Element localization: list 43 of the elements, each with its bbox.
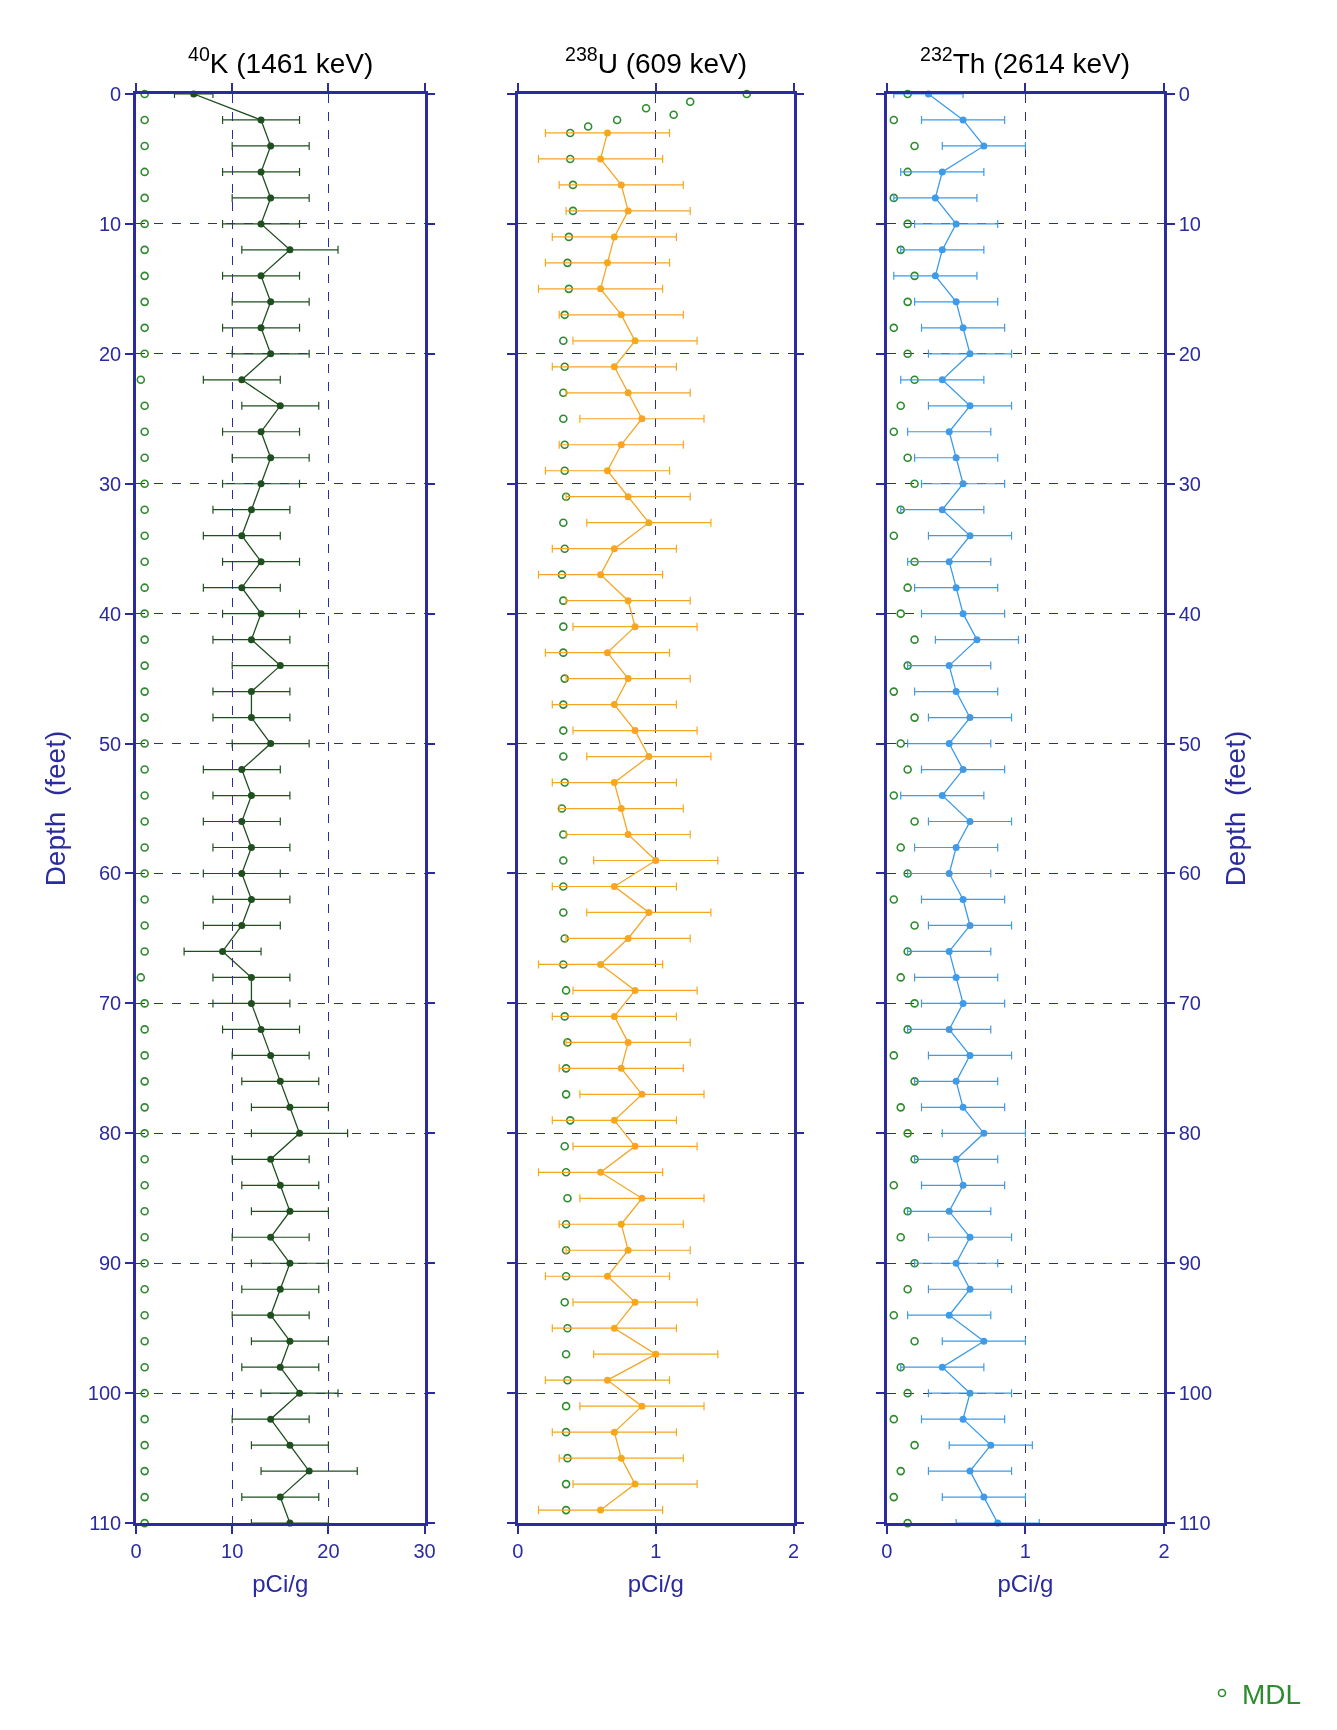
x-tick-label: 2 [788,1539,800,1562]
chart-title: $^{232}$Th (2614 keV) [920,43,1131,79]
x-tick-label: 1 [1019,1539,1031,1562]
y2-tick-label: 90 [1178,1252,1201,1275]
y2-tick-label: 30 [1178,472,1201,495]
y2-axis-title: Depth (feet) [1220,730,1252,887]
x-tick-label: 30 [413,1539,436,1562]
x-axis-title: pCi/g [997,1570,1054,1598]
x-tick-label: 0 [881,1539,893,1562]
legend-label: MDL [1242,1678,1302,1710]
y-tick-label: 90 [98,1252,122,1275]
x-tick-label: 0 [130,1539,142,1562]
y-tick-label: 100 [87,1382,122,1405]
x-tick-label: 0 [512,1539,524,1562]
chart-title: $^{238}$U (609 keV) [565,43,748,79]
y2-tick-label: 40 [1178,602,1201,625]
y-tick-label: 20 [98,342,122,365]
y-axis-title: Depth (feet) [39,730,71,887]
y2-tick-label: 50 [1178,732,1201,755]
x-tick-label: 20 [317,1539,340,1562]
y-tick-label: 50 [98,732,122,755]
y2-tick-label: 80 [1178,1122,1201,1145]
y-tick-label: 0 [110,82,122,105]
y-tick-label: 70 [98,992,122,1015]
y2-tick-label: 100 [1178,1382,1213,1405]
x-tick-label: 10 [221,1539,244,1562]
y-tick-label: 110 [89,1512,122,1535]
y-tick-label: 40 [98,602,122,625]
x-axis-title: pCi/g [627,1570,684,1598]
y2-tick-label: 20 [1178,342,1201,365]
chart-title: $^{40}$K (1461 keV) [188,43,374,79]
x-tick-label: 2 [1158,1539,1170,1562]
y2-tick-label: 60 [1178,862,1201,885]
y-tick-label: 30 [98,472,122,495]
y-tick-label: 80 [98,1122,122,1145]
x-axis-title: pCi/g [252,1570,309,1598]
y-tick-label: 10 [98,212,122,235]
x-tick-label: 1 [650,1539,662,1562]
y2-tick-label: 70 [1178,992,1201,1015]
y-tick-label: 60 [98,862,122,885]
y2-tick-label: 110 [1178,1512,1211,1535]
y2-tick-label: 0 [1178,82,1190,105]
y2-tick-label: 10 [1178,212,1201,235]
